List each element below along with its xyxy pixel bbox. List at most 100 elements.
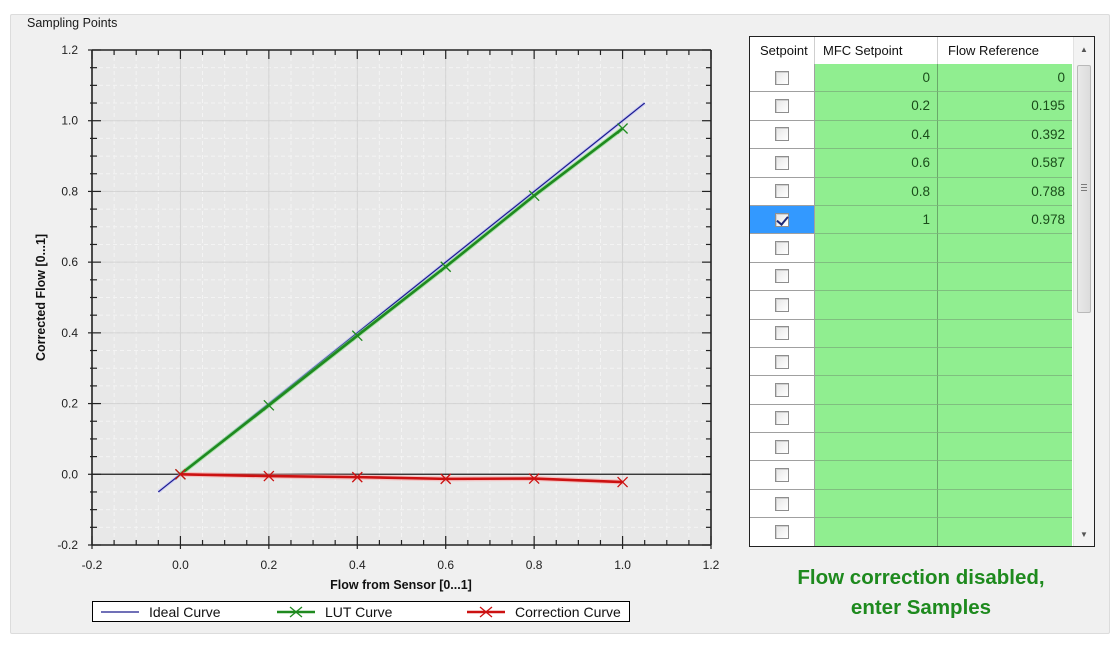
mfc-setpoint-cell[interactable]: 0.4	[815, 120, 938, 150]
x-marker-icon	[440, 261, 452, 273]
table-row[interactable]	[750, 404, 1072, 434]
setpoint-cell[interactable]	[750, 92, 815, 121]
flow-reference-cell[interactable]	[938, 319, 1072, 348]
setpoint-cell[interactable]	[750, 149, 815, 178]
mfc-setpoint-cell[interactable]: 0.2	[815, 92, 938, 121]
mfc-setpoint-cell[interactable]	[815, 489, 938, 519]
setpoint-cell[interactable]	[750, 404, 815, 434]
chart-legend: Ideal Curve LUT Curve Correction Curve	[92, 601, 630, 622]
flow-reference-cell[interactable]	[938, 433, 1072, 462]
column-header-flow-reference[interactable]: Flow Reference	[948, 43, 1040, 58]
mfc-setpoint-cell[interactable]	[815, 262, 938, 292]
table-row[interactable]: 1 0.978	[750, 205, 1072, 235]
flow-reference-cell[interactable]: 0.587	[938, 149, 1072, 178]
flow-reference-cell[interactable]	[938, 461, 1072, 490]
table-row[interactable]	[750, 262, 1072, 292]
setpoint-cell[interactable]	[750, 319, 815, 348]
setpoint-checkbox[interactable]	[775, 269, 789, 284]
mfc-setpoint-cell[interactable]	[815, 376, 938, 405]
table-row[interactable]: 0.8 0.788	[750, 177, 1072, 206]
table-row[interactable]	[750, 234, 1072, 263]
flow-reference-cell[interactable]	[938, 404, 1072, 434]
setpoint-cell[interactable]	[750, 64, 815, 93]
setpoint-checkbox[interactable]	[775, 184, 789, 199]
setpoint-cell[interactable]	[750, 461, 815, 490]
flow-reference-cell[interactable]	[938, 489, 1072, 519]
vertical-scrollbar[interactable]: ▲ ▼	[1073, 37, 1094, 546]
setpoint-checkbox[interactable]	[775, 382, 789, 397]
x-tick-label: 0.2	[261, 558, 278, 572]
setpoint-cell[interactable]	[750, 177, 815, 206]
scroll-up-icon[interactable]: ▲	[1080, 44, 1088, 54]
flow-reference-cell[interactable]: 0.392	[938, 120, 1072, 150]
setpoint-cell[interactable]	[750, 489, 815, 519]
flow-reference-cell[interactable]	[938, 518, 1072, 546]
table-row[interactable]	[750, 433, 1072, 462]
table-row[interactable]	[750, 291, 1072, 320]
scrollbar-thumb[interactable]	[1077, 65, 1091, 313]
flow-reference-cell[interactable]	[938, 376, 1072, 405]
setpoint-cell[interactable]	[750, 234, 815, 263]
mfc-setpoint-cell[interactable]: 0.8	[815, 177, 938, 206]
mfc-setpoint-cell[interactable]: 0	[815, 64, 938, 93]
table-row[interactable]	[750, 461, 1072, 490]
setpoint-checkbox[interactable]	[775, 326, 789, 341]
flow-reference-cell[interactable]	[938, 234, 1072, 263]
mfc-setpoint-cell[interactable]	[815, 518, 938, 546]
mfc-setpoint-cell[interactable]	[815, 234, 938, 263]
table-row[interactable]: 0.2 0.195	[750, 92, 1072, 121]
column-header-setpoint[interactable]: Setpoint	[750, 37, 815, 64]
flow-reference-cell[interactable]: 0.978	[938, 205, 1072, 235]
setpoint-checkbox[interactable]	[775, 524, 789, 539]
mfc-setpoint-cell[interactable]	[815, 404, 938, 434]
table-row[interactable]: 0.4 0.392	[750, 120, 1072, 150]
mfc-setpoint-cell[interactable]	[815, 319, 938, 348]
mfc-setpoint-cell[interactable]: 1	[815, 205, 938, 235]
setpoint-cell[interactable]	[750, 347, 815, 377]
setpoint-checkbox[interactable]	[775, 354, 789, 369]
setpoint-cell[interactable]	[750, 518, 815, 546]
setpoint-cell[interactable]	[750, 262, 815, 292]
flow-reference-cell[interactable]: 0	[938, 64, 1072, 93]
table-row[interactable]: 0.6 0.587	[750, 149, 1072, 178]
setpoint-checkbox[interactable]	[775, 468, 789, 483]
setpoint-cell[interactable]	[750, 120, 815, 150]
flow-reference-cell[interactable]: 0.195	[938, 92, 1072, 121]
x-marker-icon	[351, 471, 363, 483]
setpoint-checkbox[interactable]	[775, 411, 789, 426]
scroll-down-icon[interactable]: ▼	[1080, 529, 1088, 539]
table-row[interactable]	[750, 376, 1072, 405]
table-row[interactable]	[750, 489, 1072, 519]
x-tick-label: 0.0	[172, 558, 189, 572]
column-header-mfc-setpoint[interactable]: MFC Setpoint	[815, 37, 938, 64]
setpoint-checkbox[interactable]	[775, 241, 789, 256]
setpoint-cell[interactable]	[750, 433, 815, 462]
flow-correction-status: Flow correction disabled, enter Samples	[750, 563, 1092, 623]
flow-reference-cell[interactable]: 0.788	[938, 177, 1072, 206]
setpoint-checkbox[interactable]	[775, 496, 789, 511]
setpoint-checkbox[interactable]	[775, 127, 789, 142]
table-row[interactable]	[750, 518, 1072, 546]
flow-reference-cell[interactable]	[938, 291, 1072, 320]
setpoint-checkbox[interactable]	[775, 70, 789, 85]
mfc-setpoint-cell[interactable]: 0.6	[815, 149, 938, 178]
mfc-setpoint-cell[interactable]	[815, 433, 938, 462]
setpoint-cell[interactable]	[750, 205, 815, 235]
setpoint-checkbox[interactable]	[775, 155, 789, 170]
flow-reference-cell[interactable]	[938, 262, 1072, 292]
legend-label: Ideal Curve	[149, 604, 221, 620]
flow-reference-cell[interactable]	[938, 347, 1072, 377]
setpoint-cell[interactable]	[750, 376, 815, 405]
mfc-setpoint-cell[interactable]	[815, 347, 938, 377]
table-row[interactable]	[750, 319, 1072, 348]
setpoint-checkbox[interactable]	[775, 212, 789, 227]
setpoint-checkbox[interactable]	[775, 297, 789, 312]
mfc-setpoint-cell[interactable]	[815, 461, 938, 490]
setpoint-cell[interactable]	[750, 291, 815, 320]
table-row[interactable]	[750, 347, 1072, 377]
setpoint-checkbox[interactable]	[775, 439, 789, 454]
setpoint-checkbox[interactable]	[775, 99, 789, 114]
mfc-setpoint-cell[interactable]	[815, 291, 938, 320]
